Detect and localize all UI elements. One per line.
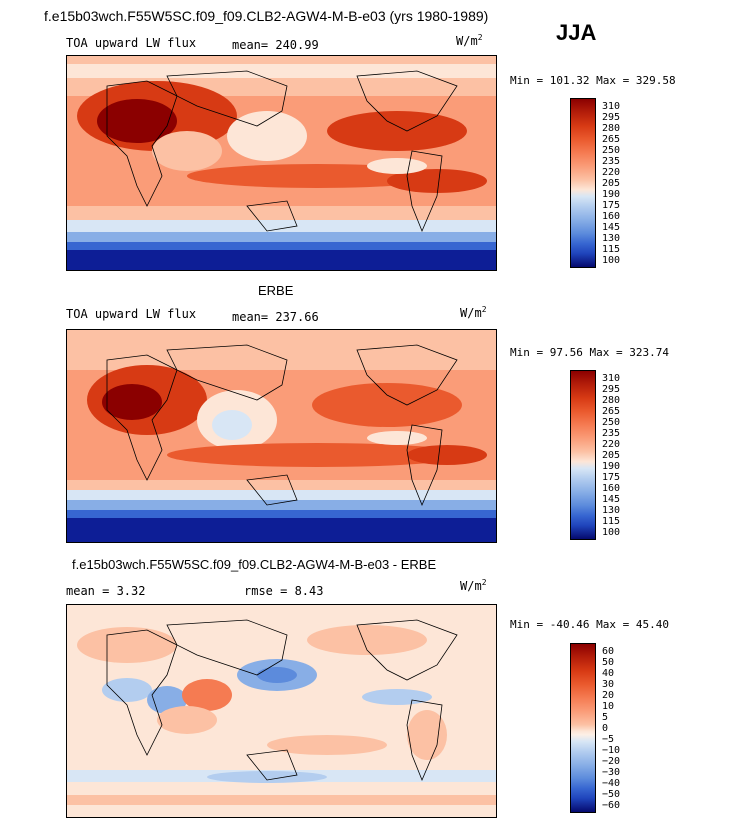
panel2-colorbar-label: 190: [602, 461, 621, 472]
panel1-colorbar-label: 190: [602, 189, 621, 200]
panel2-map: [66, 329, 497, 543]
panel3-colorbar-label: 10: [602, 701, 615, 712]
panel3-colorbar-label: −10: [602, 745, 621, 756]
panel3-colorbar-label: 20: [602, 690, 615, 701]
panel1-colorbar-label: 265: [602, 134, 621, 145]
panel2-colorbar-label: 205: [602, 450, 621, 461]
panel3-colorbar-label: 50: [602, 657, 615, 668]
panel2-colorbar-label: 265: [602, 406, 621, 417]
panel3-colorbar-label: −60: [602, 800, 621, 811]
panel1-colorbar-label: 220: [602, 167, 621, 178]
panel3-map: [66, 604, 497, 818]
panel1-colorbar-label: 160: [602, 211, 621, 222]
panel3-colorbar-swatches: [570, 643, 596, 813]
panel3-colorbar-label: −40: [602, 778, 621, 789]
panel1-colorbar-label: 295: [602, 112, 621, 123]
panel3-colorbar-label: −50: [602, 789, 621, 800]
panel2-colorbar-label: 100: [602, 527, 621, 538]
panel2-colorbar-swatches: [570, 370, 596, 540]
panel2-colorbar-label: 250: [602, 417, 621, 428]
panel2-minmax: Min = 97.56 Max = 323.74: [510, 346, 669, 359]
panel3-minmax: Min = -40.46 Max = 45.40: [510, 618, 669, 631]
panel1-map-graphic: [67, 56, 496, 270]
panel3-colorbar-label: 60: [602, 646, 615, 657]
panel1-units: W/m2: [456, 33, 483, 48]
panel2-colorbar-label: 280: [602, 395, 621, 406]
panel1-mean: mean= 240.99: [232, 38, 319, 52]
panel3-colorbar-label: 30: [602, 679, 615, 690]
panel2-map-graphic: [67, 330, 496, 542]
panel3-map-graphic: [67, 605, 496, 817]
panel2-mean: mean= 237.66: [232, 310, 319, 324]
panel1-colorbar-label: 235: [602, 156, 621, 167]
panel3-colorbar-label: −5: [602, 734, 615, 745]
panel2-colorbar-label: 235: [602, 428, 621, 439]
panel2-colorbar-label: 220: [602, 439, 621, 450]
season-label: JJA: [556, 20, 597, 45]
panel1-colorbar-label: 100: [602, 255, 621, 266]
panel3-colorbar-label: −20: [602, 756, 621, 767]
panel3-colorbar-label: 5: [602, 712, 609, 723]
panel1-colorbar-label: 145: [602, 222, 621, 233]
panel3-rmse: rmse = 8.43: [244, 584, 324, 598]
panel3-mean: mean = 3.32: [66, 584, 146, 598]
panel2-colorbar-label: 295: [602, 384, 621, 395]
panel3-colorbar-label: −30: [602, 767, 621, 778]
panel1-colorbar-label: 130: [602, 233, 621, 244]
panel2-variable-label: TOA upward LW flux: [66, 307, 197, 321]
panel1-colorbar-label: 280: [602, 123, 621, 134]
panel1-colorbar-label: 310: [602, 101, 621, 112]
panel2-heading: ERBE: [258, 283, 294, 298]
panel2-units: W/m2: [460, 305, 487, 320]
panel1-colorbar-label: 250: [602, 145, 621, 156]
panel1-colorbar-label: 175: [602, 200, 621, 211]
panel2-colorbar-label: 175: [602, 472, 621, 483]
panel3-colorbar-label: 0: [602, 723, 609, 734]
panel3-units: W/m2: [460, 578, 487, 593]
panel1-colorbar-label: 115: [602, 244, 621, 255]
panel1-colorbar-label: 205: [602, 178, 621, 189]
panel2-colorbar-label: 115: [602, 516, 621, 527]
panel1-map: [66, 55, 497, 271]
panel1-colorbar-swatches: [570, 98, 596, 268]
panel1-minmax: Min = 101.32 Max = 329.58: [510, 74, 676, 87]
panel3-heading: f.e15b03wch.F55W5SC.f09_f09.CLB2-AGW4-M-…: [72, 557, 437, 572]
panel2-colorbar-label: 145: [602, 494, 621, 505]
panel2-colorbar-label: 160: [602, 483, 621, 494]
panel2-colorbar-label: 130: [602, 505, 621, 516]
panel2-colorbar-label: 310: [602, 373, 621, 384]
main-title: f.e15b03wch.F55W5SC.f09_f09.CLB2-AGW4-M-…: [44, 8, 489, 24]
panel3-colorbar-label: 40: [602, 668, 615, 679]
panel1-variable-label: TOA upward LW flux: [66, 36, 197, 50]
